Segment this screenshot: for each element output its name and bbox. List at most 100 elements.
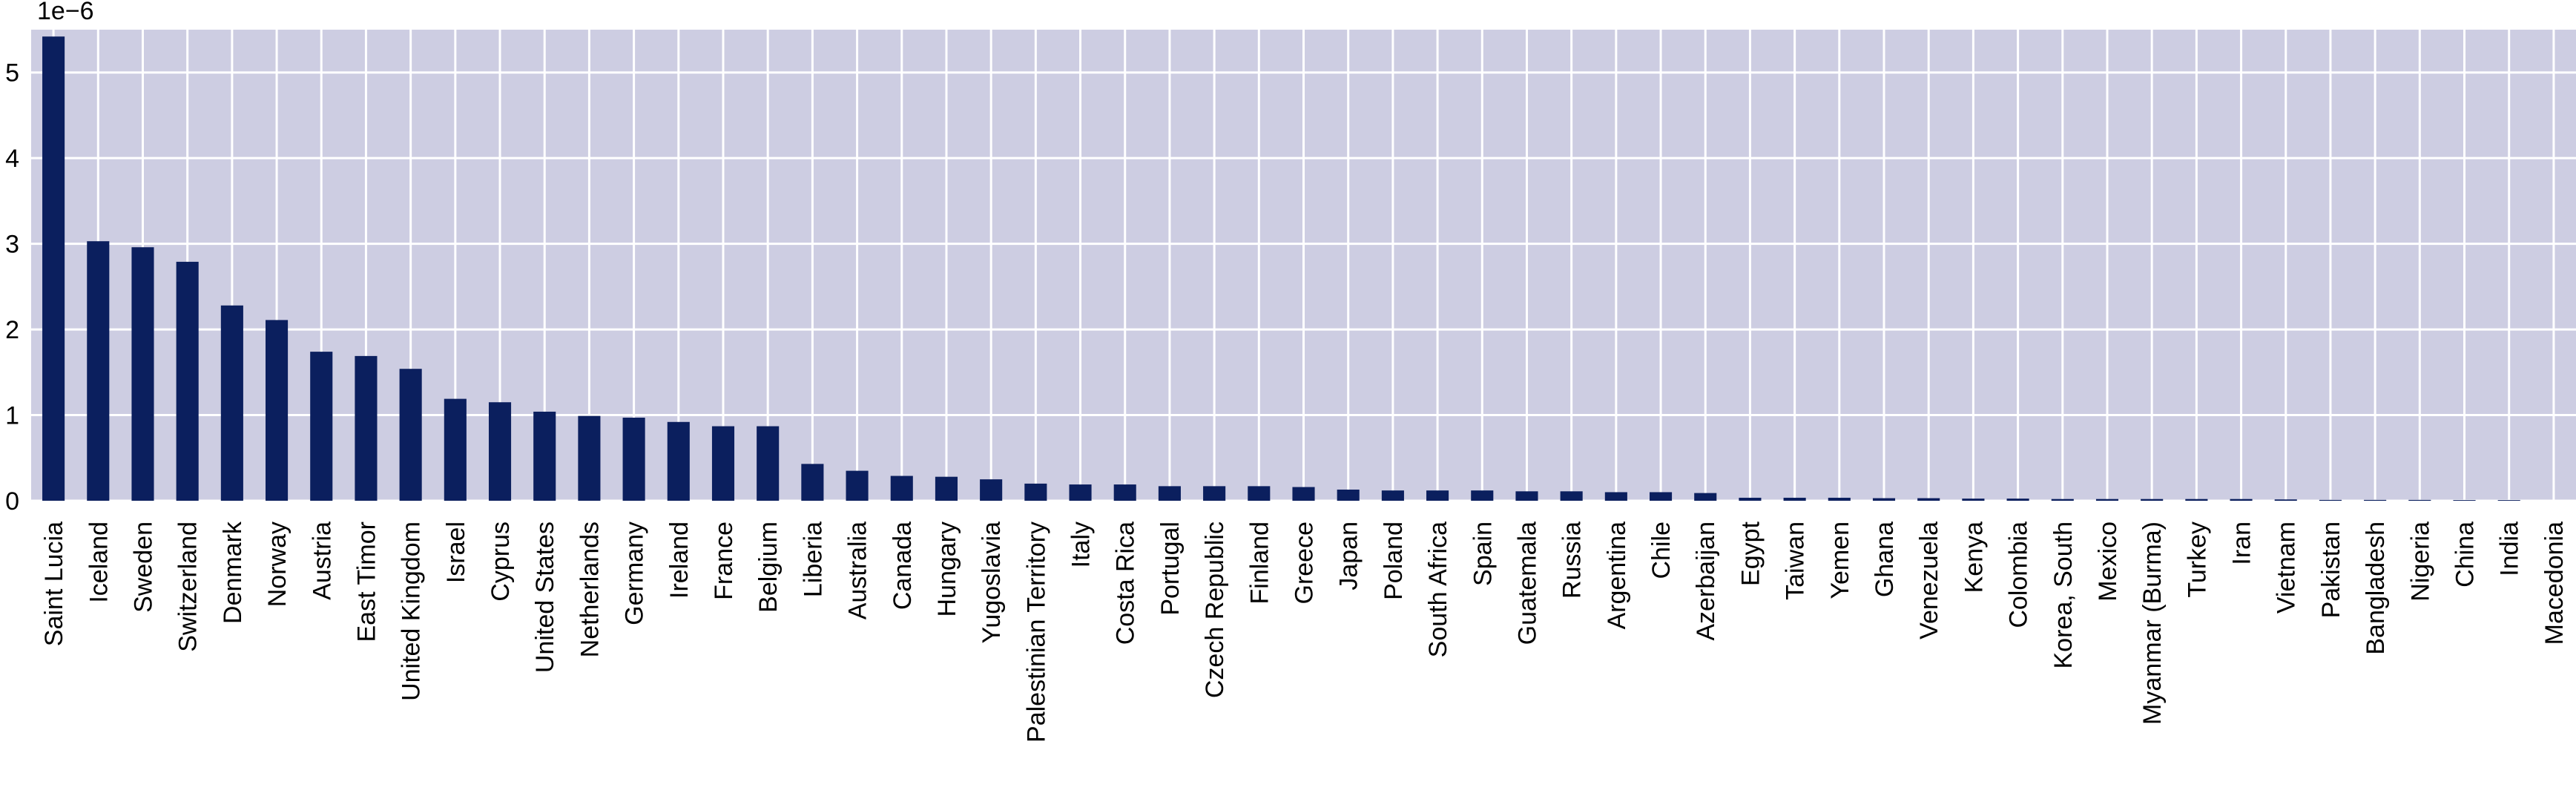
bar-austria — [310, 352, 333, 501]
bar-france — [711, 426, 735, 501]
bar-portugal — [1158, 486, 1181, 501]
bar-iran — [2230, 499, 2253, 501]
x-tick-label: Costa Rica — [1112, 522, 1140, 645]
bar-greece — [1292, 487, 1315, 501]
x-tick-label: Netherlands — [576, 522, 604, 657]
bar-colombia — [2006, 499, 2029, 501]
bar-united-kingdom — [399, 369, 422, 501]
x-tick-label: Germany — [621, 522, 649, 625]
x-tick-label: Venezuela — [1915, 522, 1943, 639]
x-tick-label: Colombia — [2005, 522, 2033, 628]
bar-bangladesh — [2364, 499, 2387, 501]
bar-costa-rica — [1113, 484, 1136, 501]
x-tick-label: Spain — [1469, 522, 1497, 586]
bar-yemen — [1828, 497, 1851, 501]
bar-finland — [1248, 486, 1271, 501]
y-tick-label: 0 — [5, 487, 19, 516]
bar-poland — [1381, 490, 1404, 501]
x-tick-label: Myanmar (Burma) — [2138, 522, 2167, 725]
x-tick-label: Chile — [1647, 522, 1676, 579]
x-tick-label: Palestinian Territory — [1022, 522, 1050, 743]
x-tick-label: India — [2496, 522, 2524, 576]
bar-ghana — [1872, 498, 1896, 501]
x-tick-label: Switzerland — [174, 522, 202, 652]
y-tick-label: 3 — [5, 231, 19, 259]
bar-turkey — [2185, 499, 2208, 501]
x-tick-label: United Kingdom — [398, 522, 426, 701]
bar-israel — [444, 398, 467, 501]
x-tick-label: Japan — [1335, 522, 1363, 591]
x-tick-label: Mexico — [2094, 522, 2122, 602]
bar-egypt — [1739, 497, 1762, 501]
x-tick-label: Ireland — [665, 522, 694, 599]
x-tick-label: Portugal — [1156, 522, 1185, 616]
bar-czech-republic — [1203, 486, 1226, 501]
bar-united-states — [533, 411, 556, 501]
x-tick-label: East Timor — [352, 522, 381, 642]
x-tick-label: Yugoslavia — [978, 522, 1006, 644]
bar-vietnam — [2274, 499, 2297, 501]
bar-korea-south — [2051, 499, 2074, 501]
x-tick-label: Czech Republic — [1201, 522, 1229, 698]
x-tick-label: Austria — [308, 522, 336, 600]
bar-switzerland — [176, 261, 199, 501]
x-tick-label: Poland — [1380, 522, 1408, 600]
x-tick-label: Norway — [263, 522, 291, 607]
x-tick-label: Italy — [1067, 522, 1096, 568]
x-tick-label: Turkey — [2183, 522, 2211, 598]
bar-south-africa — [1426, 490, 1449, 501]
x-tick-label: Finland — [1245, 522, 1274, 605]
x-tick-label: Bangladesh — [2362, 522, 2390, 655]
bar-saint-lucia — [42, 36, 65, 501]
bar-denmark — [220, 305, 243, 501]
bar-india — [2497, 500, 2520, 501]
x-tick-label: Saint Lucia — [40, 522, 68, 646]
x-tick-label: Yemen — [1826, 522, 1854, 599]
x-tick-label: Iran — [2228, 522, 2256, 565]
x-tick-label: Canada — [889, 522, 917, 610]
x-tick-label: Hungary — [933, 522, 961, 617]
bar-mexico — [2095, 499, 2119, 501]
x-tick-label: Australia — [844, 522, 872, 619]
x-tick-label: Azerbaijan — [1692, 522, 1720, 641]
bar-palestinian-territory — [1024, 483, 1047, 501]
x-tick-label: Ghana — [1871, 522, 1899, 597]
x-tick-label: Macedonia — [2540, 522, 2569, 645]
bar-sweden — [131, 247, 154, 501]
bar-pakistan — [2319, 499, 2342, 501]
bar-liberia — [801, 464, 824, 501]
x-tick-label: Liberia — [799, 522, 827, 597]
bar-venezuela — [1917, 498, 1940, 501]
bar-myanmar-burma — [2141, 499, 2164, 501]
bar-belgium — [757, 426, 780, 501]
bar-kenya — [1962, 499, 1985, 501]
x-tick-label: Greece — [1291, 522, 1319, 605]
x-tick-label: Pakistan — [2317, 522, 2345, 618]
bar-chile — [1649, 492, 1673, 501]
x-tick-label: Nigeria — [2406, 522, 2434, 602]
y-tick-labels: 0 1 2 3 4 5 — [5, 59, 19, 516]
x-tick-label: Israel — [442, 522, 470, 583]
bar-ireland — [667, 421, 690, 501]
bar-east-timor — [355, 355, 378, 501]
y-tick-label: 2 — [5, 316, 19, 344]
bars — [42, 36, 2520, 501]
x-tick-label: Egypt — [1736, 521, 1765, 585]
bar-germany — [622, 418, 645, 501]
x-tick-label: Denmark — [219, 521, 247, 624]
x-tick-label: Taiwan — [1782, 522, 1810, 600]
bar-australia — [846, 470, 869, 501]
bar-spain — [1471, 490, 1494, 501]
bar-italy — [1069, 484, 1092, 501]
x-tick-label: Kenya — [1960, 522, 1988, 593]
x-tick-label: Guatemala — [1513, 522, 1541, 645]
bar-norway — [266, 320, 289, 501]
bar-yugoslavia — [980, 479, 1003, 501]
y-tick-label: 1 — [5, 402, 19, 430]
bar-japan — [1337, 489, 1360, 501]
bar-canada — [890, 476, 913, 501]
bar-guatemala — [1515, 491, 1538, 501]
x-tick-label: Vietnam — [2273, 522, 2301, 614]
